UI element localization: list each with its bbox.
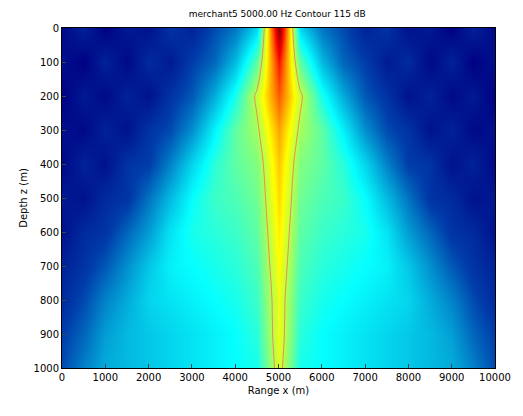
svg-text:1000: 1000 xyxy=(34,363,59,374)
svg-text:7000: 7000 xyxy=(352,372,377,383)
svg-text:8000: 8000 xyxy=(396,372,421,383)
svg-text:10000: 10000 xyxy=(479,372,511,383)
svg-text:Depth z (m): Depth z (m) xyxy=(18,168,29,228)
svg-text:700: 700 xyxy=(40,261,59,272)
svg-text:5000: 5000 xyxy=(266,372,291,383)
svg-text:200: 200 xyxy=(40,91,59,102)
svg-text:800: 800 xyxy=(40,295,59,306)
svg-text:300: 300 xyxy=(40,125,59,136)
svg-text:4000: 4000 xyxy=(222,372,247,383)
svg-text:0: 0 xyxy=(59,372,65,383)
svg-text:400: 400 xyxy=(40,159,59,170)
svg-text:0: 0 xyxy=(53,23,59,34)
svg-text:merchant5 5000.00 Hz Contour 1: merchant5 5000.00 Hz Contour 115 dB xyxy=(189,9,366,19)
svg-text:2000: 2000 xyxy=(136,372,161,383)
svg-text:6000: 6000 xyxy=(309,372,334,383)
svg-text:9000: 9000 xyxy=(439,372,464,383)
svg-text:3000: 3000 xyxy=(179,372,204,383)
svg-text:900: 900 xyxy=(40,329,59,340)
svg-text:600: 600 xyxy=(40,227,59,238)
svg-text:100: 100 xyxy=(40,57,59,68)
svg-text:Range x (m): Range x (m) xyxy=(248,385,310,396)
svg-text:500: 500 xyxy=(40,193,59,204)
svg-text:1000: 1000 xyxy=(93,372,118,383)
